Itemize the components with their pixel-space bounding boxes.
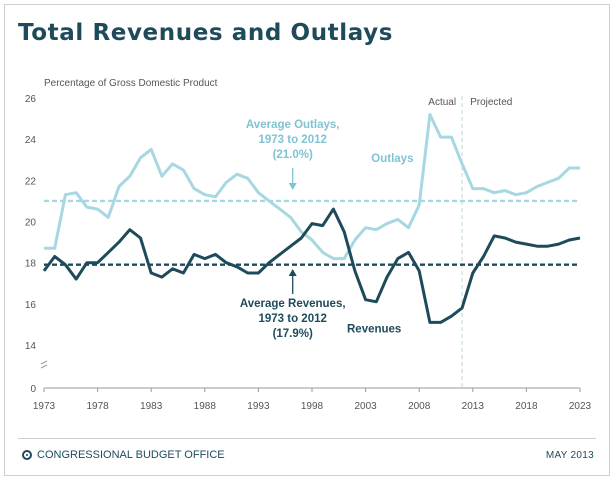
x-tick-label: 2013 [462, 401, 485, 412]
average-outlays-label: 1973 to 2012 [258, 134, 326, 146]
y-tick-label: 22 [25, 176, 37, 187]
x-tick-label: 2008 [408, 401, 431, 412]
y-tick-label: 14 [25, 341, 37, 352]
average-revenues-label: (17.9%) [273, 328, 313, 340]
revenues-series-label: Revenues [347, 324, 401, 336]
outlays-line [44, 113, 580, 261]
y-axis-label: Percentage of Gross Domestic Product [44, 78, 218, 89]
actual-label: Actual [428, 97, 456, 108]
average-revenues-label: 1973 to 2012 [258, 313, 326, 325]
x-tick-label: 1973 [33, 401, 56, 412]
y-tick-label: 18 [25, 259, 37, 270]
y-tick-label: 26 [25, 94, 37, 105]
average-revenues-label: Average Revenues, [240, 298, 346, 310]
y-tick-label: 20 [25, 218, 37, 229]
y-tick-label: 16 [25, 300, 37, 311]
page-title: Total Revenues and Outlays [18, 20, 394, 46]
y-tick-label: 24 [25, 135, 37, 146]
x-tick-label: 1993 [247, 401, 270, 412]
average-revenues-arrowhead [288, 269, 297, 276]
average-outlays-arrowhead [288, 183, 297, 190]
axis-break-mark [40, 360, 48, 365]
revenues-line [42, 207, 581, 324]
footer-agency: CONGRESSIONAL BUDGET OFFICE [22, 449, 225, 461]
x-tick-label: 1978 [86, 401, 109, 412]
y-tick-label: 0 [30, 384, 36, 395]
footer-divider [18, 438, 596, 439]
x-tick-label: 2003 [354, 401, 377, 412]
outlays-series-label: Outlays [371, 153, 413, 165]
x-tick-label: 1998 [301, 401, 324, 412]
x-tick-label: 1983 [140, 401, 163, 412]
axis-break-mark [40, 364, 48, 369]
agency-name: CONGRESSIONAL BUDGET OFFICE [37, 449, 225, 461]
x-tick-label: 2018 [515, 401, 538, 412]
cbo-seal-icon [22, 450, 32, 460]
average-outlays-label: (21.0%) [273, 149, 313, 161]
average-outlays-label: Average Outlays, [246, 119, 340, 131]
x-tick-label: 2023 [569, 401, 592, 412]
publication-date: MAY 2013 [545, 450, 594, 461]
x-tick-label: 1988 [194, 401, 217, 412]
projected-label: Projected [470, 97, 512, 108]
